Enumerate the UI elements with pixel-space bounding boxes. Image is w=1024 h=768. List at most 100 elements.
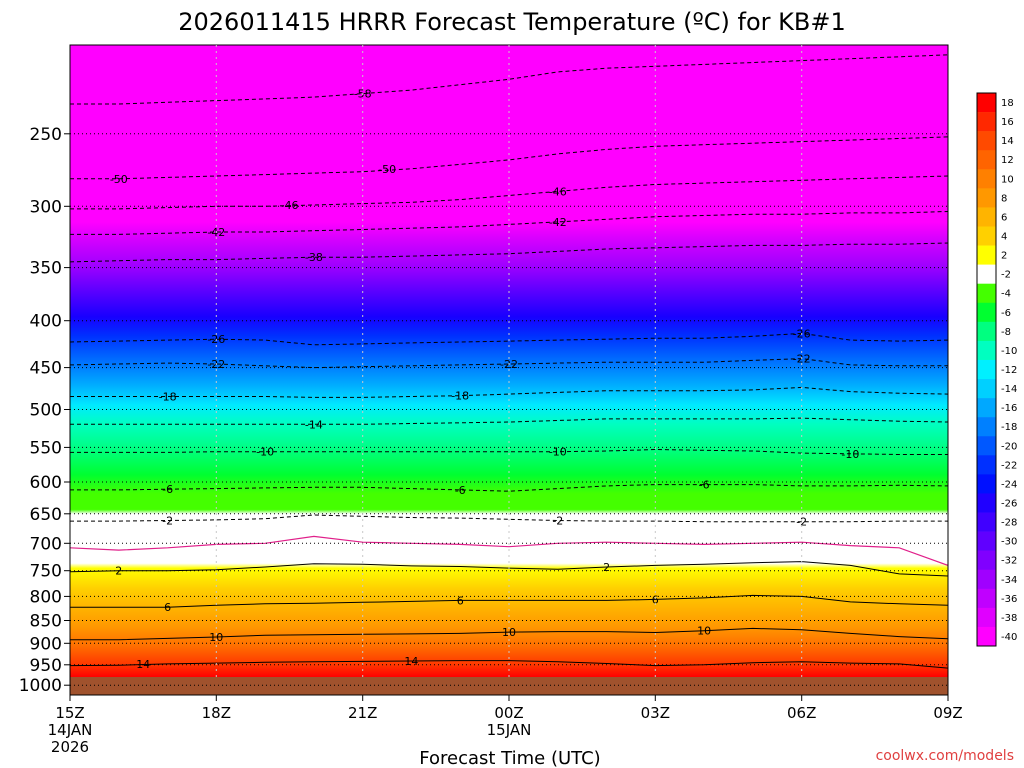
colorbar-tick-label: -16 [1001, 403, 1017, 414]
credit-text: coolwx.com/models [876, 748, 1014, 764]
colorbar-tick-label: 8 [1001, 193, 1007, 204]
y-tick-label: 650 [30, 505, 62, 525]
x-tick-label: 15Z [55, 704, 84, 722]
contour-label: 14 [404, 655, 418, 668]
colorbar-tick-label: -10 [1001, 346, 1017, 357]
y-tick-label: 550 [30, 438, 62, 458]
colorbar-tick-label: 2 [1001, 251, 1007, 262]
contour-label: -6 [455, 484, 466, 497]
colorbar-tick-label: -32 [1001, 556, 1017, 567]
colorbar: 18 16 14 12 10 8 6 4 2 -2 -4 -6 -8 -10 -12 -14 -16 -18 -20… [976, 92, 1017, 647]
y-tick-label: 500 [30, 401, 62, 421]
contour-label: -2 [796, 516, 807, 529]
y-tick-label: 900 [30, 634, 62, 654]
colorbar-tick-label: -24 [1001, 479, 1017, 490]
colorbar-tick-label: -6 [1001, 308, 1011, 319]
colorbar-swatch [977, 588, 996, 609]
x-tick-label: 06Z [787, 704, 816, 722]
contour-label: -10 [549, 446, 567, 459]
x-tick-label: 2026 [51, 738, 89, 756]
colorbar-swatch [977, 340, 996, 361]
colorbar-tick-label: -34 [1001, 575, 1017, 586]
contour-label: -50 [110, 173, 128, 186]
contour-label: -6 [162, 483, 173, 496]
colorbar-tick-label: -20 [1001, 441, 1017, 452]
colorbar-tick-label: -22 [1001, 460, 1017, 471]
contour-label: 10 [502, 626, 516, 639]
x-tick-label: 18Z [202, 704, 231, 722]
colorbar-tick-label: -40 [1001, 632, 1017, 643]
colorbar-tick-label: 6 [1001, 212, 1007, 223]
colorbar-swatch [977, 150, 996, 170]
x-tick-label: 03Z [641, 704, 670, 722]
colorbar-swatch [977, 512, 996, 532]
colorbar-swatch [977, 169, 996, 189]
chart-title: 2026011415 HRRR Forecast Temperature (ºC… [178, 8, 846, 36]
temperature-field [70, 45, 948, 677]
contour-label: -22 [793, 353, 811, 366]
colorbar-swatch [977, 436, 996, 456]
colorbar-swatch [977, 245, 996, 265]
colorbar-tick-label: 18 [1001, 98, 1014, 109]
y-tick-label: 700 [30, 534, 62, 554]
x-tick-label: 15JAN [487, 721, 532, 739]
colorbar-swatch [977, 569, 996, 590]
colorbar-swatch [977, 283, 996, 304]
colorbar-swatch [977, 607, 996, 628]
y-tick-label: 350 [30, 259, 62, 279]
contour-label: 10 [697, 625, 711, 638]
colorbar-tick-label: -2 [1001, 270, 1011, 281]
y-tick-label: 450 [30, 359, 62, 379]
colorbar-swatch [977, 359, 996, 380]
colorbar-tick-label: 12 [1001, 155, 1014, 166]
colorbar-tick-label: -38 [1001, 613, 1017, 624]
isotherm-line [70, 484, 948, 492]
colorbar-tick-label: -4 [1001, 289, 1011, 300]
x-tick-label: 21Z [348, 704, 377, 722]
contour-label: -18 [159, 391, 177, 404]
y-tick-label: 250 [30, 125, 62, 145]
colorbar-swatch [977, 455, 996, 475]
contour-label: 6 [164, 601, 171, 614]
colorbar-tick-label: 4 [1001, 232, 1007, 243]
isotherm-line [70, 514, 948, 523]
colorbar-swatch [977, 531, 996, 551]
colorbar-tick-label: 10 [1001, 174, 1014, 185]
colorbar-swatch [977, 302, 996, 323]
contour-label: -10 [256, 446, 274, 459]
contour-label: -2 [552, 515, 563, 528]
contour-label: -6 [699, 479, 710, 492]
colorbar-tick-label: -36 [1001, 594, 1017, 605]
contour-label: 6 [652, 593, 659, 606]
y-tick-label: 300 [30, 197, 62, 217]
contour-label: 6 [457, 594, 464, 607]
colorbar-swatch [977, 93, 996, 113]
colorbar-swatch [977, 188, 996, 208]
colorbar-swatch [977, 398, 996, 418]
colorbar-tick-label: -26 [1001, 499, 1017, 510]
x-tick-label: 14JAN [48, 721, 93, 739]
colorbar-swatch [977, 264, 996, 284]
colorbar-tick-label: 16 [1001, 117, 1014, 128]
colorbar-swatch [977, 226, 996, 246]
colorbar-swatch [977, 493, 996, 513]
y-tick-label: 800 [30, 587, 62, 607]
y-tick-label: 950 [30, 656, 62, 676]
isotherm-line [70, 242, 948, 263]
colorbar-tick-label: 14 [1001, 136, 1014, 147]
x-tick-label: 00Z [494, 704, 523, 722]
y-tick-label: 600 [30, 473, 62, 493]
colorbar-tick-label: -30 [1001, 537, 1017, 548]
contour-label: -46 [549, 185, 567, 198]
contour-label: -46 [281, 199, 299, 212]
colorbar-tick-label: -14 [1001, 384, 1017, 395]
x-tick-label: 09Z [933, 704, 962, 722]
contour-label: -2 [162, 515, 173, 528]
colorbar-swatch [977, 417, 996, 437]
colorbar-swatch [977, 379, 996, 399]
colorbar-swatch [977, 626, 996, 647]
pressure-axis: 2503003504004505005506006507007508008509… [19, 125, 948, 696]
contour-label: 10 [209, 631, 223, 644]
